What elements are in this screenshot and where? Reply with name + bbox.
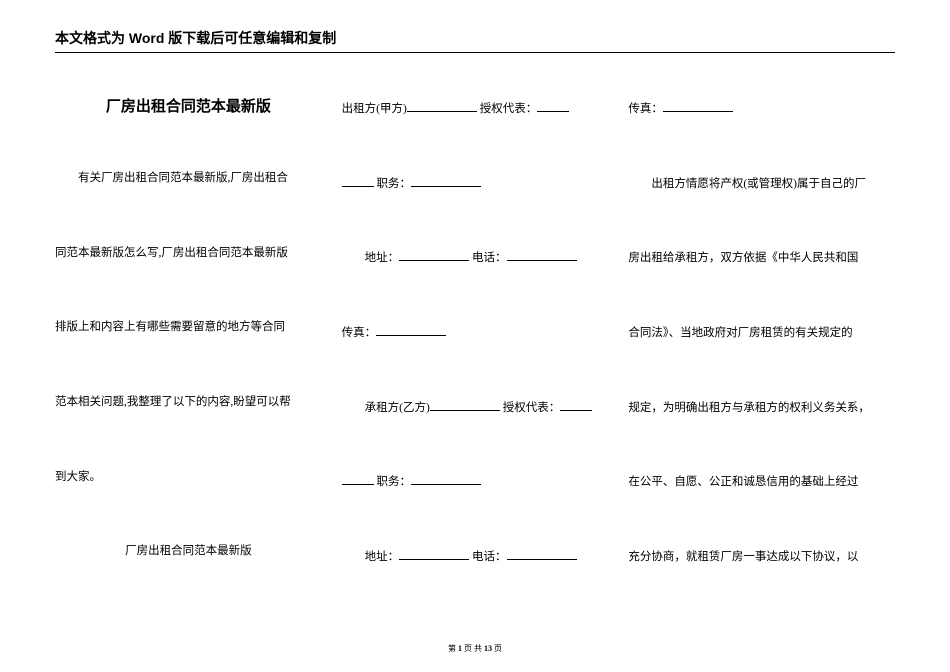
body-line-2: 房出租给承租方，双方依据《中华人民共和国	[628, 248, 895, 269]
fax-label-2: 传真：	[628, 103, 663, 115]
body-line-6: 充分协商，就租赁厂房一事达成以下协议，以	[628, 547, 895, 568]
document-body: 厂房出租合同范本最新版 有关厂房出租合同范本最新版,厂房出租合 同范本最新版怎么…	[55, 93, 895, 568]
phone1-blank	[507, 250, 577, 261]
header-notice: 本文格式为 Word 版下载后可任意编辑和复制	[55, 28, 895, 53]
intro-line-2: 同范本最新版怎么写,厂房出租合同范本最新版	[55, 243, 322, 264]
intro-line-3: 排版上和内容上有哪些需要留意的地方等合同	[55, 317, 322, 338]
phone2-blank	[507, 549, 577, 560]
doc-subtitle: 厂房出租合同范本最新版	[55, 541, 322, 562]
pos2-blank-b	[411, 475, 481, 486]
lessee-line: 承租方(乙方) 授权代表：	[342, 398, 609, 419]
lessor-line: 出租方(甲方) 授权代表：	[342, 99, 609, 120]
phone-label-1: 电话：	[469, 252, 506, 264]
intro-line-4: 范本相关问题,我整理了以下的内容,盼望可以帮	[55, 392, 322, 413]
body-line-1: 出租方情愿将产权(或管理权)属于自己的厂	[628, 174, 895, 195]
auth-rep-label: 授权代表：	[477, 103, 537, 115]
fax-line-1: 传真：	[342, 323, 609, 344]
pos1-blank-a	[342, 176, 374, 187]
intro-line-5: 到大家。	[55, 467, 322, 488]
address-line-1: 地址： 电话：	[342, 248, 609, 269]
addr1-blank	[399, 250, 469, 261]
auth-rep-label-2: 授权代表：	[500, 402, 560, 414]
body-line-4: 规定，为明确出租方与承租方的权利义务关系，	[628, 398, 895, 419]
addr2-blank	[399, 549, 469, 560]
footer-page-total: 13	[484, 644, 492, 653]
intro-line-1: 有关厂房出租合同范本最新版,厂房出租合	[55, 168, 322, 189]
fax2-blank	[663, 101, 733, 112]
address-label-2: 地址：	[365, 551, 400, 563]
address-label-1: 地址：	[365, 252, 400, 264]
position-line-2: 职务：	[342, 472, 609, 493]
auth-rep-blank-2	[560, 400, 592, 411]
doc-title: 厂房出租合同范本最新版	[55, 93, 322, 120]
lessor-label: 出租方(甲方)	[342, 103, 407, 115]
address-line-2: 地址： 电话：	[342, 547, 609, 568]
fax1-blank	[376, 325, 446, 336]
position-line-1: 职务：	[342, 174, 609, 195]
body-line-3: 合同法》、当地政府对厂房租赁的有关规定的	[628, 323, 895, 344]
body-line-5: 在公平、自愿、公正和诚恳信用的基础上经过	[628, 472, 895, 493]
lessee-label: 承租方(乙方)	[365, 402, 430, 414]
column-1: 厂房出租合同范本最新版 有关厂房出租合同范本最新版,厂房出租合 同范本最新版怎么…	[55, 93, 322, 568]
page-footer: 第 1 页 共 13 页	[0, 643, 950, 654]
pos1-blank-b	[411, 176, 481, 187]
position-label-2: 职务：	[374, 476, 411, 488]
footer-text-a: 第	[448, 644, 458, 653]
pos2-blank-a	[342, 475, 374, 486]
lessor-blank	[407, 101, 477, 112]
lessee-blank	[430, 400, 500, 411]
phone-label-2: 电话：	[469, 551, 506, 563]
auth-rep-blank	[537, 101, 569, 112]
fax-label-1: 传真：	[342, 327, 377, 339]
footer-text-d: 页	[492, 644, 502, 653]
footer-text-c: 页 共	[462, 644, 484, 653]
position-label-1: 职务：	[374, 178, 411, 190]
column-3: 传真： 出租方情愿将产权(或管理权)属于自己的厂 房出租给承租方，双方依据《中华…	[628, 93, 895, 568]
fax-line-2: 传真：	[628, 99, 895, 120]
column-2: 出租方(甲方) 授权代表： 职务： 地址： 电话： 传真： 承租方(乙方) 授权…	[342, 93, 609, 568]
